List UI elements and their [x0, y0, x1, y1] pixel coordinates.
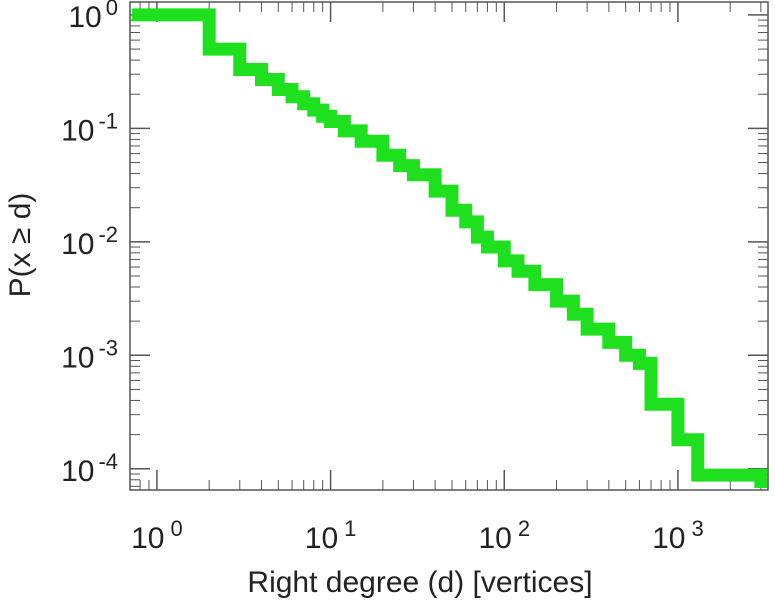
y-tick-label: 10 0: [68, 0, 118, 34]
y-tick-label: 10 -2: [61, 222, 118, 261]
y-tick-label: 10 -3: [61, 335, 118, 374]
x-axis-title: Right degree (d) [vertices]: [247, 566, 592, 599]
x-tick-label: 10 2: [478, 516, 530, 555]
series-layer: [132, 8, 768, 488]
x-tick-label: 10 3: [652, 516, 704, 555]
y-tick-label: 10 -4: [61, 449, 118, 488]
x-tick-labels: 10 0 10 1 10 2 10 3: [131, 516, 704, 555]
x-tick-label: 10 0: [131, 516, 183, 555]
y-axis-title: P(x ≥ d): [4, 193, 37, 298]
x-tick-label: 10 1: [305, 516, 357, 555]
y-tick-label: 10 -1: [61, 108, 118, 147]
ccdf-series-line: [132, 8, 768, 488]
plot-frame: [129, 1, 769, 491]
minor-ticks: [129, 2, 768, 490]
